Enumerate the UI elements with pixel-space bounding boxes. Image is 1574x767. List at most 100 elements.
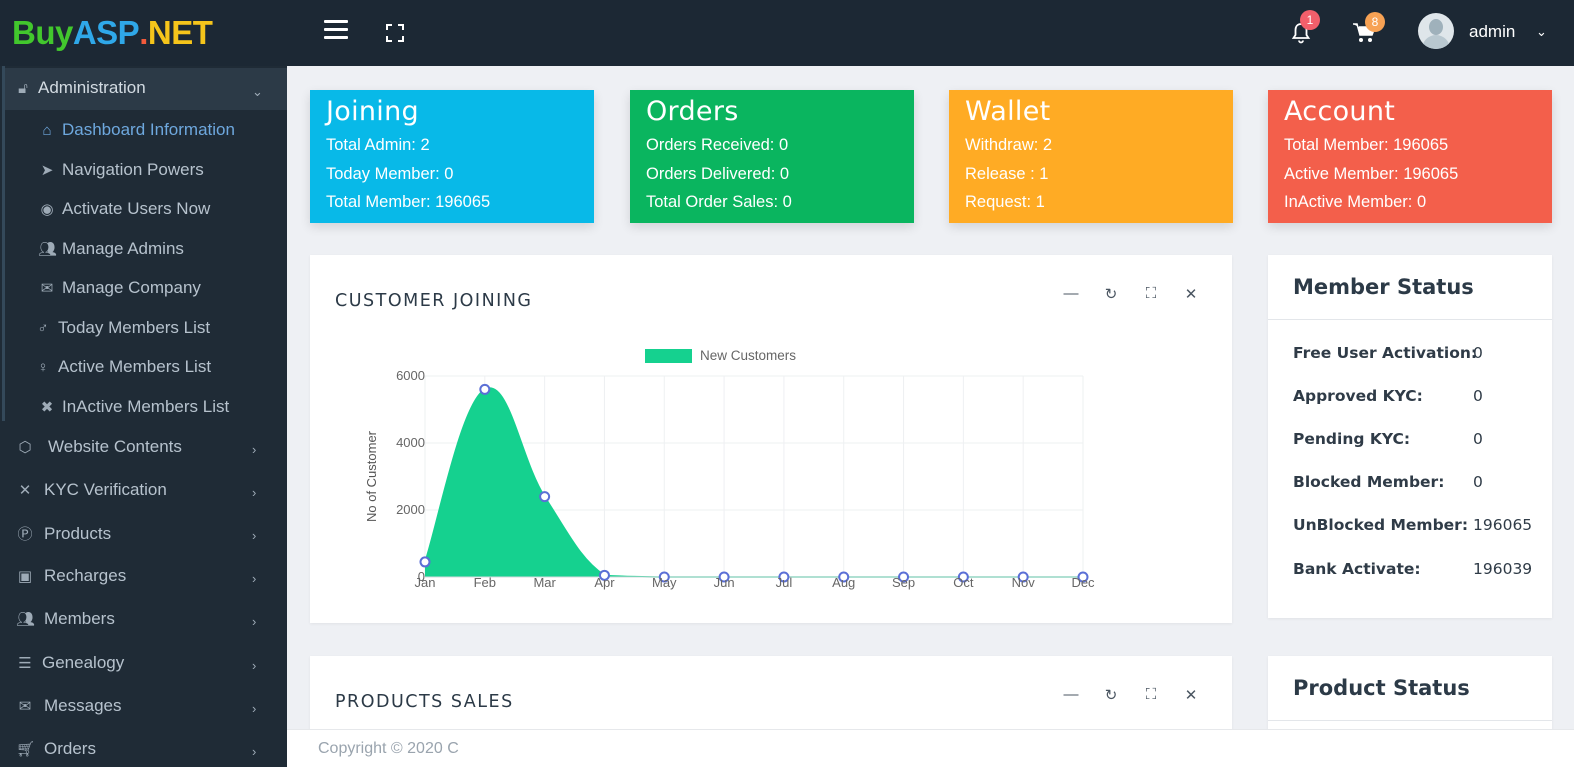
refresh-icon[interactable]: ↻ bbox=[1104, 687, 1118, 704]
sidebar-item-label: Recharges bbox=[44, 566, 127, 585]
x-tick-label: Feb bbox=[474, 575, 496, 590]
sidebar-item-label: Navigation Powers bbox=[62, 160, 204, 179]
status-value: 0 bbox=[1473, 473, 1483, 491]
sidebar-item-recharges[interactable]: ▣ Recharges bbox=[16, 566, 126, 590]
status-label: Free User Activation: bbox=[1293, 344, 1478, 362]
divider bbox=[1268, 720, 1552, 721]
sidebar-item-messages[interactable]: ✉ Messages bbox=[16, 696, 122, 720]
wallet-card: Wallet Withdraw: 2 Release : 1 Request: … bbox=[949, 90, 1233, 223]
minimize-icon[interactable]: — bbox=[1063, 686, 1079, 703]
card-row: Total Admin: 2 bbox=[326, 136, 430, 154]
card-row: Active Member: 196065 bbox=[1284, 164, 1459, 183]
chevron-down-icon[interactable]: ⌄ bbox=[252, 84, 263, 99]
data-point bbox=[598, 569, 610, 581]
users-icon: 👥︎ bbox=[16, 611, 36, 628]
location-arrow-icon: ➤ bbox=[40, 162, 54, 179]
status-label: Pending KYC: bbox=[1293, 430, 1411, 448]
chevron-right-icon[interactable]: › bbox=[252, 614, 257, 629]
panel-title: Product Status bbox=[1293, 676, 1470, 700]
sidebar-item-label: Genealogy bbox=[42, 653, 125, 672]
sidebar-item-genealogy[interactable]: ☰ Genealogy bbox=[16, 653, 124, 677]
sidebar-item-activate-users[interactable]: ◉ Activate Users Now bbox=[38, 199, 210, 223]
y-tick-label: 2000 bbox=[396, 502, 425, 517]
expand-icon[interactable]: ⛶ bbox=[1145, 686, 1157, 703]
envelope-icon: ✉ bbox=[18, 698, 32, 715]
sidebar-item-orders[interactable]: 🛒︎ Orders bbox=[16, 739, 96, 763]
series-area bbox=[425, 388, 1083, 577]
data-point bbox=[778, 571, 790, 583]
chevron-right-icon[interactable]: › bbox=[252, 571, 257, 586]
sidebar-item-website-contents[interactable]: ⬡ Website Contents bbox=[16, 437, 182, 461]
sidebar-item-navigation-powers[interactable]: ➤ Navigation Powers bbox=[38, 160, 204, 184]
footer: Copyright © 2020 C bbox=[287, 729, 1574, 767]
chevron-right-icon[interactable]: › bbox=[252, 744, 257, 759]
sidebar-item-manage-admins[interactable]: 👥︎ Manage Admins bbox=[38, 239, 184, 263]
menu-toggle-icon[interactable] bbox=[324, 20, 348, 40]
card-row: Orders Delivered: 0 bbox=[646, 164, 790, 183]
chevron-down-icon[interactable]: ⌄ bbox=[1536, 24, 1547, 39]
x-tick-label: Apr bbox=[594, 575, 615, 590]
x-tick-label: Nov bbox=[1012, 575, 1036, 590]
customer-joining-chart: 0 2000 4000 6000 Jan Feb Mar Apr May Jun Jul Aug Sep… bbox=[364, 348, 1095, 590]
sidebar-item-label: InActive Members List bbox=[62, 397, 230, 416]
card-row: Orders Received: 0 bbox=[646, 136, 789, 154]
y-tick-label: 4000 bbox=[396, 435, 425, 450]
sidebar-item-label: Today Members List bbox=[58, 318, 211, 337]
logo-part-buy: Buy bbox=[12, 14, 73, 51]
refresh-icon[interactable]: ↻ bbox=[1104, 286, 1118, 303]
sidebar-item-inactive-members[interactable]: ✖ InActive Members List bbox=[38, 397, 230, 421]
x-tick-label: Jun bbox=[714, 575, 735, 590]
data-point bbox=[957, 571, 969, 583]
card-title: Account bbox=[1284, 96, 1396, 127]
chevron-right-icon[interactable]: › bbox=[252, 528, 257, 543]
unlock-icon: 🔓︎ bbox=[18, 80, 28, 97]
status-value: 196039 bbox=[1473, 560, 1533, 578]
sidebar-item-label: Website Contents bbox=[48, 437, 182, 456]
brand-logo[interactable]: BuyASP.NET bbox=[12, 14, 213, 52]
sidebar-item-dashboard-information[interactable]: ⌂ Dashboard Information bbox=[38, 120, 234, 144]
sidebar-item-administration[interactable] bbox=[4, 68, 287, 110]
sidebar-item-manage-company[interactable]: ✉ Manage Company bbox=[38, 278, 201, 302]
status-label: Blocked Member: bbox=[1293, 473, 1445, 491]
expand-icon[interactable]: ⛶ bbox=[1145, 285, 1157, 302]
sidebar: 🔓︎ Administration ⌄ ⌂ Dashboard Informatio… bbox=[0, 66, 287, 767]
female-icon: ♀ bbox=[37, 359, 49, 376]
sidebar-item-kyc-verification[interactable]: ✕ KYC Verification bbox=[16, 480, 167, 504]
user-avatar[interactable] bbox=[1418, 13, 1454, 49]
chevron-right-icon[interactable]: › bbox=[252, 701, 257, 716]
data-point bbox=[479, 383, 491, 395]
card-row: Withdraw: 2 bbox=[965, 136, 1053, 154]
chevron-right-icon[interactable]: › bbox=[252, 485, 257, 500]
sidebar-item-label: KYC Verification bbox=[44, 480, 167, 499]
card-row: InActive Member: 0 bbox=[1284, 193, 1427, 211]
sidebar-item-label: Active Members List bbox=[58, 357, 212, 376]
account-card: Account Total Member: 196065 Active Memb… bbox=[1268, 90, 1552, 223]
user-times-icon: ✖ bbox=[40, 399, 54, 416]
sidebar-item-products[interactable]: Ⓟ Products bbox=[16, 523, 111, 547]
data-point bbox=[898, 571, 910, 583]
logo-part-net: NET bbox=[147, 14, 213, 51]
sidebar-item-active-members[interactable]: ♀ Active Members List bbox=[34, 357, 211, 381]
status-label: Approved KYC: bbox=[1293, 387, 1423, 405]
logo-part-dot: . bbox=[139, 14, 148, 51]
minimize-icon[interactable]: — bbox=[1063, 285, 1079, 302]
sidebar-item-label: Products bbox=[44, 524, 112, 543]
chevron-right-icon[interactable]: › bbox=[252, 442, 257, 457]
envelope-icon: ✉ bbox=[40, 280, 54, 297]
x-tick-label: Dec bbox=[1071, 575, 1095, 590]
x-tick-label: Aug bbox=[832, 575, 855, 590]
user-name[interactable]: admin bbox=[1469, 22, 1516, 41]
chevron-right-icon[interactable]: › bbox=[252, 658, 257, 673]
x-tick-label: Mar bbox=[533, 575, 556, 590]
close-icon[interactable]: ✕ bbox=[1184, 687, 1198, 704]
x-tick-label: Oct bbox=[953, 575, 974, 590]
sidebar-item-label: Orders bbox=[44, 739, 96, 758]
cart-badge: 8 bbox=[1365, 12, 1385, 32]
fullscreen-icon[interactable] bbox=[386, 24, 404, 42]
sidebar-item-members[interactable]: 👥︎ Members bbox=[16, 609, 115, 633]
customer-joining-panel: CUSTOMER JOINING — ↻ ⛶ ✕ 0 2000 4000 6000 Ja… bbox=[310, 255, 1232, 623]
sidebar-item-administration-label[interactable]: 🔓︎ Administration bbox=[14, 78, 146, 102]
sidebar-item-today-members[interactable]: ♂ Today Members List bbox=[34, 318, 210, 342]
data-point bbox=[658, 571, 670, 583]
close-icon[interactable]: ✕ bbox=[1184, 286, 1198, 303]
